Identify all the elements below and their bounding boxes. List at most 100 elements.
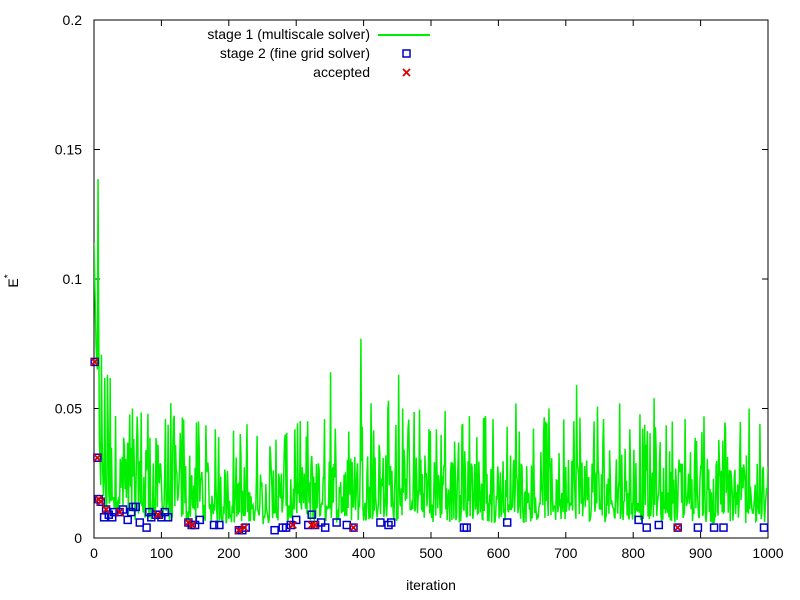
cross-stroke bbox=[234, 526, 244, 535]
accepted-point bbox=[288, 520, 297, 530]
stage2-point bbox=[131, 502, 141, 512]
accepted-point bbox=[234, 526, 244, 535]
stage2-point bbox=[349, 523, 358, 532]
stage2-point bbox=[291, 515, 301, 525]
x-tick-label: 500 bbox=[419, 545, 443, 561]
y-axis-label: E* bbox=[3, 274, 21, 287]
y-tick-label: 0 bbox=[74, 530, 82, 546]
x-tick-label: 900 bbox=[689, 545, 713, 561]
x-axis-label: iteration bbox=[406, 577, 456, 593]
stage2-point bbox=[93, 453, 102, 462]
stage2-point bbox=[118, 505, 128, 514]
stage2-point bbox=[709, 523, 719, 532]
x-tick-label: 0 bbox=[90, 545, 98, 561]
stage2-point bbox=[126, 507, 136, 517]
x-tick-label: 200 bbox=[217, 545, 241, 561]
x-tick-label: 700 bbox=[554, 545, 578, 561]
cross-stroke bbox=[153, 510, 163, 519]
stage2-point bbox=[386, 518, 396, 527]
accepted-point bbox=[310, 520, 320, 530]
x-tick-labels: 0 100 200 300 400 500 600 700 800 900 1000 bbox=[90, 545, 784, 561]
stage2-point bbox=[99, 513, 109, 522]
stage2-point bbox=[320, 523, 330, 532]
legend-swatch-stage2 bbox=[402, 49, 411, 58]
y-tick-labels: 0 0.05 0.1 0.15 0.2 bbox=[55, 12, 82, 546]
legend-label-accepted: accepted bbox=[313, 64, 370, 80]
series-stage2-points bbox=[90, 357, 769, 535]
stage2-point bbox=[462, 523, 471, 532]
legend-swatch-accepted bbox=[402, 68, 411, 77]
cross-stroke bbox=[240, 523, 249, 532]
cross-stroke bbox=[307, 520, 316, 530]
accepted-point bbox=[349, 523, 358, 532]
stage2-point bbox=[163, 513, 173, 522]
stage2-point bbox=[673, 523, 682, 532]
stage2-point bbox=[307, 510, 316, 519]
cross-stroke bbox=[101, 505, 111, 514]
stage2-point bbox=[270, 525, 279, 535]
cross-stroke bbox=[96, 497, 105, 506]
stage2-point bbox=[209, 520, 219, 530]
x-tick-label: 400 bbox=[352, 545, 376, 561]
x-tick-label: 1000 bbox=[752, 545, 783, 561]
x-tick-label: 800 bbox=[622, 545, 646, 561]
cross-stroke bbox=[188, 520, 197, 530]
accepted-point bbox=[153, 510, 163, 519]
cross-stroke bbox=[288, 520, 297, 530]
cross-stroke bbox=[349, 523, 358, 532]
x-tick-label: 100 bbox=[150, 545, 174, 561]
stage2-point bbox=[693, 523, 703, 532]
accepted-point bbox=[115, 507, 124, 517]
accepted-point bbox=[96, 497, 105, 506]
stage2-point bbox=[101, 505, 111, 514]
cross-stroke bbox=[93, 453, 102, 462]
stage2-point bbox=[719, 523, 728, 532]
legend-label-stage1: stage 1 (multiscale solver) bbox=[207, 26, 370, 42]
accepted-point bbox=[93, 453, 102, 462]
accepted-point bbox=[101, 505, 111, 514]
cross-stroke bbox=[115, 507, 124, 517]
stage2-point bbox=[502, 518, 512, 527]
stage2-point bbox=[107, 513, 117, 522]
stage2-point bbox=[759, 523, 769, 532]
series-accepted-points bbox=[90, 357, 682, 535]
y-axis-label-group: E* bbox=[3, 274, 21, 287]
stage1-line bbox=[94, 179, 768, 525]
y-tick-label: 0.05 bbox=[55, 401, 82, 417]
stage2-point bbox=[135, 518, 145, 527]
legend-cross bbox=[402, 68, 411, 77]
accepted-point bbox=[240, 523, 249, 532]
y-tick-label: 0.2 bbox=[63, 12, 83, 28]
stage2-point bbox=[286, 520, 296, 530]
stage2-point bbox=[109, 507, 119, 517]
y-tick-label: 0.1 bbox=[63, 271, 83, 287]
stage2-point bbox=[376, 518, 385, 527]
stage2-point bbox=[642, 523, 651, 532]
series-stage1-line bbox=[94, 179, 768, 525]
y-axis-label-main: E bbox=[5, 278, 21, 287]
stage2-point bbox=[154, 510, 163, 519]
stage2-point bbox=[634, 515, 643, 525]
stage2-point bbox=[123, 515, 132, 525]
accepted-point bbox=[673, 523, 682, 532]
stage2-point bbox=[384, 520, 393, 530]
cross-stroke bbox=[402, 68, 411, 77]
legend: stage 1 (multiscale solver) stage 2 (fin… bbox=[207, 26, 430, 80]
x-tick-label: 600 bbox=[487, 545, 511, 561]
x-tick-label: 300 bbox=[285, 545, 309, 561]
stage2-point bbox=[195, 515, 205, 525]
cross-stroke bbox=[673, 523, 682, 532]
accepted-point bbox=[188, 520, 197, 530]
y-axis-label-sup: * bbox=[3, 274, 14, 278]
accepted-point bbox=[307, 520, 316, 530]
cross-stroke bbox=[90, 357, 99, 367]
cross-stroke bbox=[310, 520, 320, 530]
accepted-point bbox=[90, 357, 99, 367]
axis-ticks bbox=[93, 19, 769, 539]
stage2-point bbox=[215, 520, 224, 530]
cross-stroke bbox=[184, 518, 193, 527]
legend-label-stage2: stage 2 (fine grid solver) bbox=[220, 45, 370, 61]
stage2-point bbox=[332, 518, 341, 527]
accepted-point bbox=[184, 518, 193, 527]
